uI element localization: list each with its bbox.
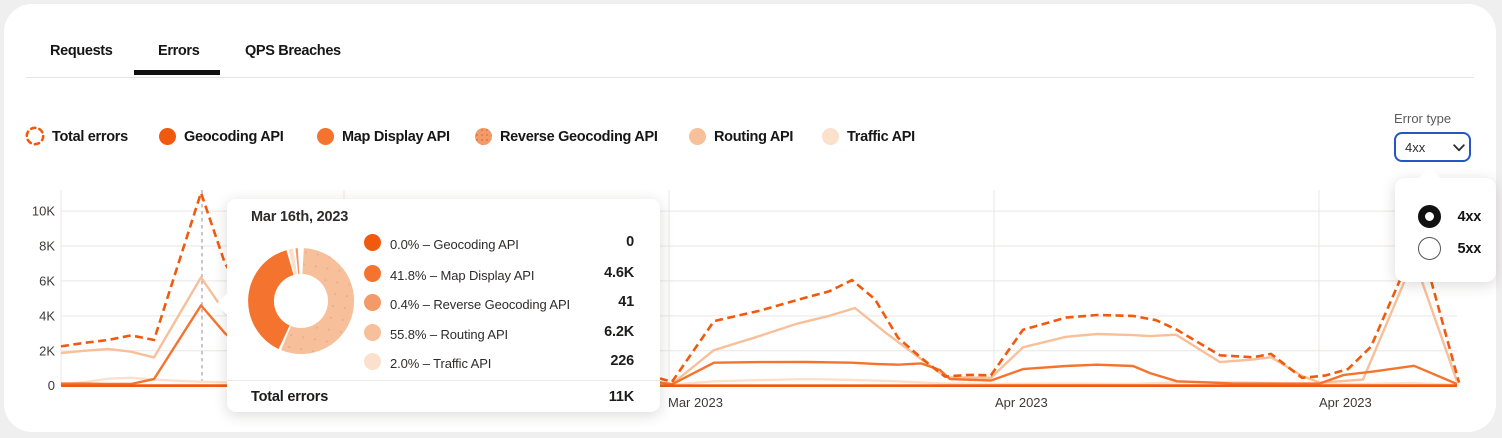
svg-text:Apr 2023: Apr 2023 [995,395,1048,410]
svg-text:6K: 6K [39,273,55,288]
svg-text:Apr 2023: Apr 2023 [1319,395,1372,410]
svg-text:0: 0 [48,378,55,393]
svg-text:2K: 2K [39,343,55,358]
svg-text:Mar 2023: Mar 2023 [668,395,723,410]
svg-text:8K: 8K [39,239,55,254]
svg-text:10K: 10K [32,204,55,219]
svg-text:4K: 4K [39,308,55,323]
